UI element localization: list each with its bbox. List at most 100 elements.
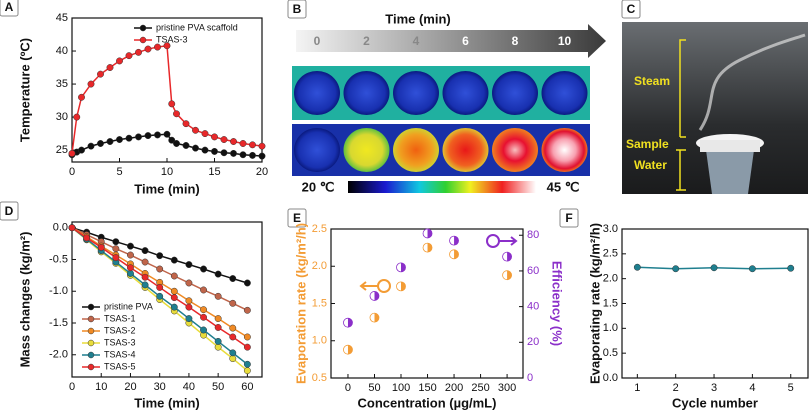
annotation-ring <box>486 234 500 248</box>
marker-half <box>507 270 512 280</box>
y-tick-label: 2.0 <box>603 273 618 285</box>
legend-marker <box>87 303 95 311</box>
x-axis-label: Time (min) <box>134 181 200 196</box>
y2-tick-label: 60 <box>527 265 539 277</box>
marker <box>135 133 142 141</box>
y-tick-label: 45 <box>56 12 68 24</box>
marker-half <box>427 243 433 253</box>
time-label: 8 <box>512 34 519 48</box>
steam <box>698 33 806 131</box>
marker <box>396 281 406 292</box>
marker-half <box>507 252 512 262</box>
marker <box>369 312 380 323</box>
marker <box>144 45 152 53</box>
marker <box>230 149 237 157</box>
marker <box>710 264 718 272</box>
marker <box>787 264 795 272</box>
marker <box>182 142 190 149</box>
thermal-sample <box>442 128 489 172</box>
y-tick-label: -0.5 <box>49 253 68 265</box>
legend-marker <box>87 315 95 323</box>
marker-half <box>427 228 433 238</box>
panel-letter-box <box>559 208 579 228</box>
marker <box>214 337 222 345</box>
y-axis-label: Evaporation rate (kg/m²/h) <box>293 223 308 384</box>
y-tick-label: 0.0 <box>603 372 618 384</box>
marker <box>243 367 251 375</box>
x-tick-label: 5 <box>788 382 794 394</box>
marker <box>502 251 512 262</box>
marker <box>112 238 120 246</box>
marker <box>141 281 149 289</box>
thermal-sample <box>492 71 538 115</box>
plot-frame <box>71 221 263 378</box>
marker <box>258 152 266 160</box>
panel-b: B Time (min) 20 ℃ 45 ℃ <box>287 0 606 194</box>
y2-tick-label: 0 <box>527 372 533 384</box>
marker <box>163 42 171 50</box>
marker <box>170 256 178 264</box>
marker <box>249 141 256 149</box>
x-axis-label: Concentration (µg/mL) <box>358 395 497 410</box>
x-tick-label: 2 <box>673 382 679 394</box>
marker <box>214 315 222 323</box>
photo-label: Water <box>634 158 667 172</box>
marker <box>78 146 85 154</box>
x-tick-label: 4 <box>749 382 755 394</box>
marker <box>633 263 641 271</box>
plot-frame <box>621 228 809 379</box>
x-tick-label: 0 <box>345 382 351 394</box>
thermal-sample <box>442 71 489 115</box>
marker <box>156 292 164 300</box>
x-tick-label: 0 <box>69 166 75 178</box>
thermal-sample <box>294 71 340 115</box>
y-tick-label: 40 <box>56 45 68 57</box>
marker <box>243 360 251 368</box>
thermal-sample <box>294 128 340 172</box>
marker <box>449 249 459 260</box>
marker <box>239 151 247 159</box>
marker <box>214 343 222 351</box>
panel-letter-box <box>287 0 307 19</box>
marker <box>144 132 152 140</box>
x-tick-label: 60 <box>241 381 253 393</box>
legend-marker <box>87 351 95 359</box>
marker <box>192 126 199 134</box>
marker <box>112 245 120 253</box>
thermal-sample <box>343 128 390 172</box>
marker-half <box>347 318 353 328</box>
legend-label: TSAS-1 <box>104 313 136 323</box>
legend-marker <box>87 327 95 335</box>
marker <box>170 294 178 302</box>
marker <box>182 120 190 128</box>
y-tick-label: 2.5 <box>603 248 618 260</box>
panel-letter: A <box>5 0 14 14</box>
y-tick-label: 2.0 <box>312 260 327 272</box>
y-tick-label: 1.5 <box>312 297 327 309</box>
marker <box>97 70 104 78</box>
annotation-arrow <box>499 236 518 246</box>
marker <box>173 140 180 147</box>
marker <box>243 306 251 314</box>
marker <box>97 140 104 147</box>
cup <box>706 150 754 194</box>
y-tick-label: 25 <box>56 144 68 156</box>
time-label: 2 <box>363 34 370 48</box>
panel-letter-box <box>0 0 19 17</box>
marker <box>156 283 164 291</box>
marker <box>141 258 149 266</box>
marker <box>78 93 85 101</box>
thermal-sample <box>393 128 439 172</box>
marker <box>185 279 193 287</box>
marker <box>185 297 193 305</box>
marker <box>249 151 256 159</box>
marker <box>200 306 207 314</box>
x-tick-label: 10 <box>95 381 107 393</box>
y-tick-label: -2.0 <box>49 349 68 361</box>
marker <box>243 333 251 341</box>
marker <box>243 343 251 351</box>
marker <box>106 138 114 145</box>
y-tick-label: 0.5 <box>603 347 618 359</box>
marker <box>127 242 134 250</box>
legend-label: pristine PVA scaffold <box>156 22 238 32</box>
